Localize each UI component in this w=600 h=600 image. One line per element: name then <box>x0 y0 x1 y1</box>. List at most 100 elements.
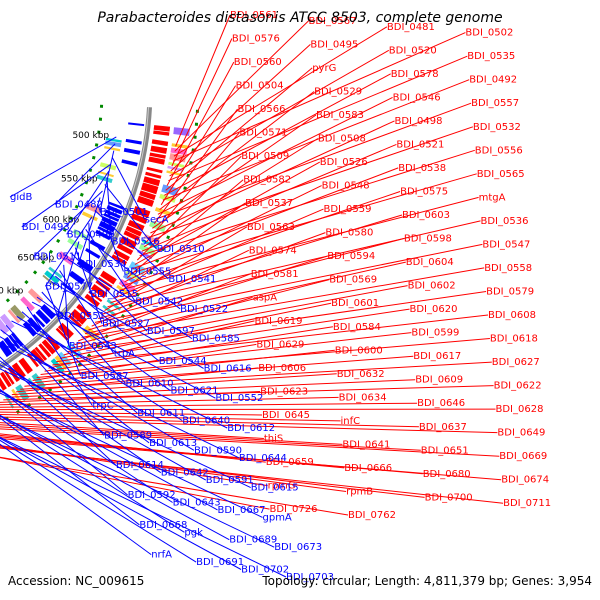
forward-gene-label[interactable]: BDI_0632 <box>337 369 385 380</box>
forward-gene-label[interactable]: pyrG <box>312 63 336 74</box>
forward-gene-label[interactable]: BDI_0578 <box>391 69 439 80</box>
reverse-gene-label[interactable]: BDI_0691 <box>196 557 244 568</box>
reverse-gene-label[interactable]: BDI_0511 <box>34 252 82 263</box>
reverse-gene-label[interactable]: BDI_0544 <box>159 356 207 367</box>
reverse-gene-label[interactable]: BDI_0621 <box>171 386 219 397</box>
forward-gene-label[interactable]: BDI_0536 <box>481 216 529 227</box>
reverse-gene-label[interactable]: BDI_0614 <box>116 460 164 471</box>
forward-gene-label[interactable]: BDI_0606 <box>258 363 306 374</box>
forward-gene-label[interactable]: BDI_0535 <box>467 51 515 62</box>
reverse-gene-label[interactable]: gidB <box>10 192 32 203</box>
forward-gene-label[interactable]: BDI_0567 <box>309 16 357 27</box>
forward-gene-label[interactable]: BDI_0575 <box>400 187 448 198</box>
forward-gene-label[interactable]: BDI_0584 <box>333 322 381 333</box>
forward-gene-label[interactable]: BDI_0566 <box>238 104 286 115</box>
reverse-gene-label[interactable]: BDI_0612 <box>227 423 275 434</box>
forward-gene-label[interactable]: BDI_0582 <box>243 175 291 186</box>
forward-gene-label[interactable]: BDI_0599 <box>411 328 459 339</box>
forward-gene-label[interactable]: BDI_0666 <box>344 463 392 474</box>
forward-gene-label[interactable]: BDI_0646 <box>417 398 465 409</box>
reverse-gene-label[interactable]: BDI_0482 <box>55 200 103 211</box>
forward-gene-label[interactable]: BDI_0622 <box>494 381 542 392</box>
forward-gene-label[interactable]: BDI_0674 <box>501 475 549 486</box>
forward-gene-label[interactable]: BDI_0579 <box>486 287 534 298</box>
forward-gene-label[interactable]: BDI_0565 <box>477 169 525 180</box>
forward-gene-label[interactable]: BDI_0628 <box>496 404 544 415</box>
forward-gene-label[interactable]: BDI_0594 <box>327 251 375 262</box>
forward-gene-label[interactable]: BDI_0598 <box>404 234 452 245</box>
forward-gene-label[interactable]: BDI_0560 <box>234 57 282 68</box>
forward-gene-label[interactable]: BDI_0574 <box>249 245 297 256</box>
forward-gene-label[interactable]: BDI_0558 <box>484 263 532 274</box>
reverse-gene-label[interactable]: BDI_0591 <box>206 475 254 486</box>
reverse-gene-label[interactable]: BDI_0577 <box>45 281 93 292</box>
forward-gene-label[interactable]: mtgA <box>479 192 506 203</box>
forward-gene-label[interactable]: BDI_0521 <box>396 139 444 150</box>
reverse-gene-label[interactable]: BDI_0501 <box>100 207 148 218</box>
reverse-gene-label[interactable]: BDI_0667 <box>218 505 266 516</box>
reverse-gene-label[interactable]: BDI_0703 <box>286 572 334 583</box>
forward-gene-label[interactable]: BDI_0546 <box>393 92 441 103</box>
reverse-gene-label[interactable]: BDI_0642 <box>161 468 209 479</box>
forward-gene-label[interactable]: BDI_0492 <box>469 75 517 86</box>
forward-gene-label[interactable]: BDI_0600 <box>335 345 383 356</box>
reverse-gene-label[interactable]: secA <box>145 214 169 225</box>
forward-gene-label[interactable]: BDI_0669 <box>499 451 547 462</box>
forward-gene-label[interactable]: BDI_0641 <box>342 439 390 450</box>
reverse-gene-label[interactable]: BDI_0643 <box>173 498 221 509</box>
forward-gene-label[interactable]: BDI_0659 <box>266 457 314 468</box>
reverse-gene-label[interactable]: BDI_0597 <box>147 326 195 337</box>
forward-gene-label[interactable]: aspA <box>253 292 278 303</box>
forward-gene-label[interactable]: BDI_0481 <box>387 22 435 33</box>
forward-gene-label[interactable]: BDI_0608 <box>488 310 536 321</box>
forward-gene-label[interactable]: BDI_0509 <box>241 151 289 162</box>
reverse-gene-label[interactable]: BDI_0551 <box>57 311 105 322</box>
forward-gene-label[interactable]: BDI_0532 <box>473 122 521 133</box>
forward-gene-label[interactable]: BDI_0537 <box>245 198 293 209</box>
reverse-gene-label[interactable]: BDI_0552 <box>215 393 263 404</box>
reverse-gene-label[interactable]: BDI_0516 <box>112 237 160 248</box>
forward-gene-label[interactable]: rpmG <box>268 481 296 492</box>
forward-gene-label[interactable]: BDI_0547 <box>482 239 530 250</box>
reverse-gene-label[interactable]: BDI_0592 <box>128 490 176 501</box>
forward-gene-label[interactable]: BDI_0620 <box>410 304 458 315</box>
reverse-gene-label[interactable]: BDI_0640 <box>182 416 230 427</box>
reverse-gene-label[interactable]: BDI_0616 <box>204 363 252 374</box>
forward-gene-label[interactable]: BDI_0617 <box>413 351 461 362</box>
reverse-gene-label[interactable]: pgk <box>184 527 203 538</box>
reverse-gene-label[interactable]: BDI_0510 <box>157 244 205 255</box>
forward-gene-label[interactable]: BDI_0502 <box>465 28 513 39</box>
forward-gene-label[interactable]: BDI_0561 <box>230 10 278 21</box>
forward-gene-label[interactable]: BDI_0649 <box>497 428 545 439</box>
reverse-gene-label[interactable]: BDI_0615 <box>251 483 299 494</box>
reverse-gene-label[interactable]: BDI_0527 <box>102 319 150 330</box>
forward-gene-label[interactable]: BDI_0576 <box>232 34 280 45</box>
forward-gene-label[interactable]: BDI_0629 <box>256 339 304 350</box>
reverse-gene-label[interactable]: gpmA <box>263 512 292 523</box>
forward-gene-label[interactable]: BDI_0526 <box>320 157 368 168</box>
reverse-gene-label[interactable]: BDI_0702 <box>241 565 289 576</box>
forward-gene-label[interactable]: BDI_0627 <box>492 357 540 368</box>
reverse-gene-label[interactable]: BDI_0590 <box>194 445 242 456</box>
reverse-gene-label[interactable]: BDI_0534 <box>79 259 127 270</box>
forward-gene-label[interactable]: BDI_0604 <box>406 257 454 268</box>
reverse-gene-label[interactable]: trpC <box>92 401 113 412</box>
forward-gene-label[interactable]: BDI_0726 <box>270 504 318 515</box>
forward-gene-label[interactable]: BDI_0583 <box>316 110 364 121</box>
forward-gene-label[interactable]: BDI_0548 <box>322 181 370 192</box>
reverse-gene-label[interactable]: BDI_0689 <box>229 535 277 546</box>
reverse-gene-label[interactable]: BDI_0542 <box>135 296 183 307</box>
reverse-gene-label[interactable]: BDI_0611 <box>137 408 185 419</box>
forward-gene-label[interactable]: BDI_0623 <box>260 387 308 398</box>
forward-gene-label[interactable]: BDI_0603 <box>402 210 450 221</box>
forward-gene-label[interactable]: BDI_0508 <box>318 134 366 145</box>
forward-gene-label[interactable]: infC <box>341 416 361 427</box>
forward-gene-label[interactable]: rpmB <box>346 487 373 498</box>
reverse-gene-label[interactable]: BDI_0613 <box>149 438 197 449</box>
forward-gene-label[interactable]: BDI_0538 <box>398 163 446 174</box>
forward-gene-label[interactable]: BDI_0498 <box>395 116 443 127</box>
forward-gene-label[interactable]: BDI_0529 <box>314 87 362 98</box>
reverse-gene-label[interactable]: BDI_0589 <box>104 430 152 441</box>
reverse-gene-label[interactable]: BDI_0673 <box>274 542 322 553</box>
forward-gene-label[interactable]: BDI_0609 <box>415 375 463 386</box>
